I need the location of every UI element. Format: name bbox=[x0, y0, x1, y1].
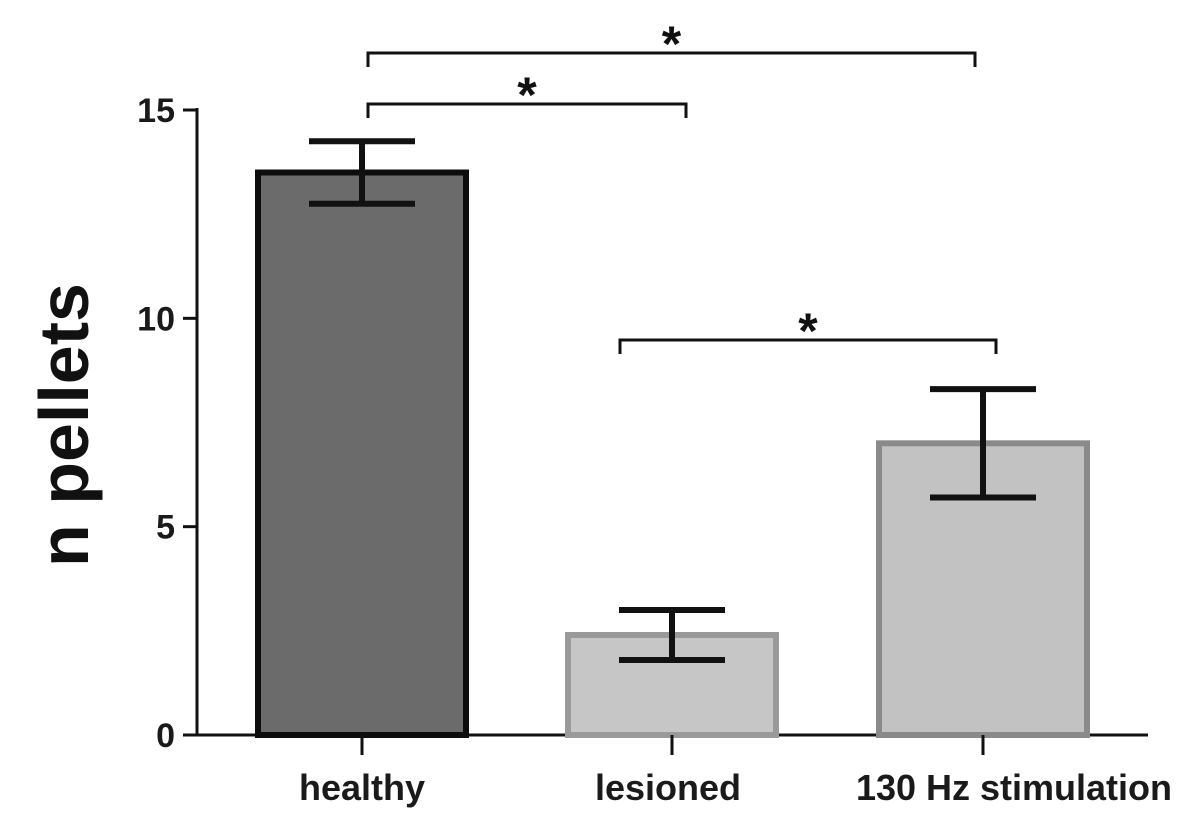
bar-healthy bbox=[255, 169, 469, 738]
significance-bracket: * bbox=[618, 303, 998, 359]
y-tick-label: 15 bbox=[137, 92, 175, 130]
significance-bracket: * bbox=[366, 16, 977, 72]
significance-star: * bbox=[662, 16, 682, 72]
significance-star: * bbox=[798, 303, 818, 359]
y-tick-label: 5 bbox=[156, 509, 175, 547]
error-bars bbox=[309, 138, 1036, 663]
error-bar bbox=[619, 607, 725, 663]
x-tick-label: 130 Hz stimulation bbox=[856, 767, 1172, 808]
error-bar bbox=[930, 386, 1036, 501]
bars bbox=[255, 169, 1090, 738]
y-axis-label: n pellets bbox=[25, 283, 103, 567]
significance-brackets: * * * bbox=[366, 16, 998, 359]
significance-star: * bbox=[517, 67, 537, 123]
x-tick-label: lesioned bbox=[595, 767, 741, 808]
significance-bracket: * bbox=[366, 67, 688, 123]
x-ticks: healthy lesioned 130 Hz stimulation bbox=[299, 735, 1172, 808]
y-tick-label: 10 bbox=[137, 300, 175, 338]
y-ticks: 0 5 10 15 bbox=[137, 92, 197, 755]
y-tick-label: 0 bbox=[156, 717, 175, 755]
error-bar bbox=[309, 138, 415, 207]
x-tick-label: healthy bbox=[299, 767, 425, 808]
